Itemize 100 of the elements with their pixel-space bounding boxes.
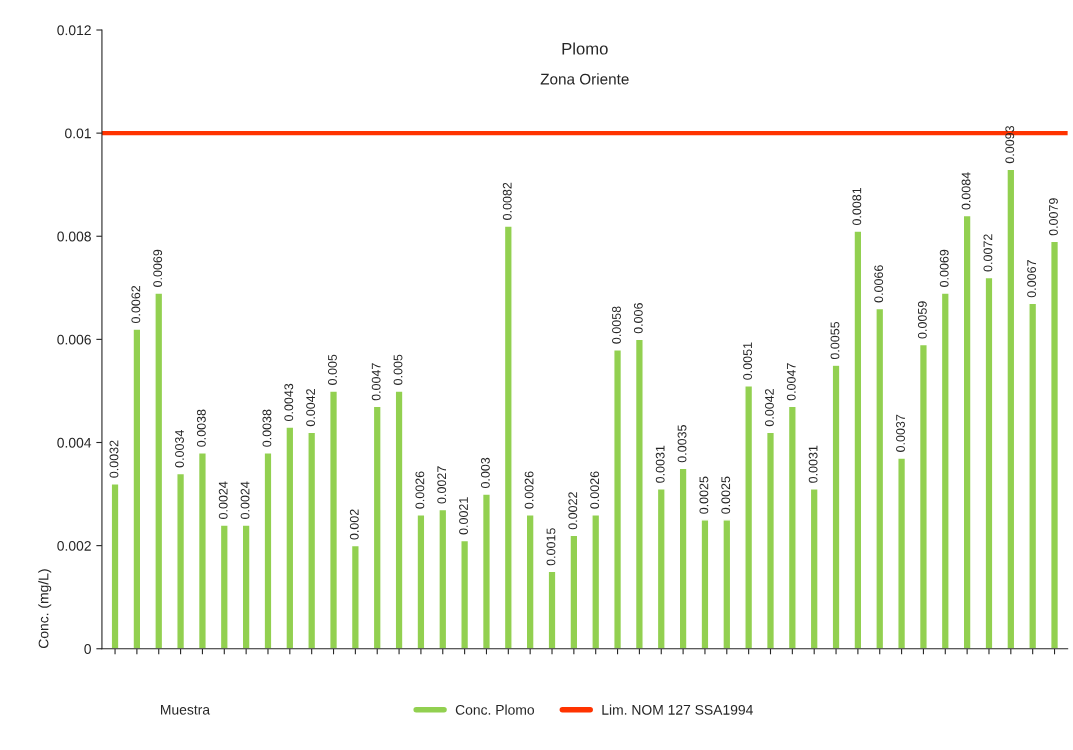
data-label: 0.006: [633, 303, 643, 334]
bar: [678, 467, 688, 649]
data-label: 0.0059: [917, 301, 927, 339]
bar: [831, 364, 841, 649]
bar: [569, 534, 579, 649]
bar: [787, 405, 797, 649]
data-label: 0.0058: [612, 306, 621, 344]
bar: [263, 452, 273, 649]
text: Plomo: [562, 42, 608, 55]
data-label: 0.005: [393, 354, 403, 385]
bar: [962, 214, 972, 649]
legend-label: Conc. Plomo: [455, 704, 535, 715]
bar: [110, 483, 120, 649]
bar: [591, 513, 601, 649]
y-tick-label: 0.008: [57, 231, 91, 242]
bar: [329, 390, 339, 649]
bar: [1028, 302, 1038, 649]
y-tick-label: 0.01: [65, 128, 91, 139]
data-label: 0.0038: [196, 409, 206, 447]
bar: [940, 292, 950, 649]
y-tick-label: 0.012: [57, 25, 91, 36]
bar: [547, 570, 557, 649]
data-label: 0.005: [328, 354, 337, 385]
bar: [481, 493, 491, 649]
bar: [1050, 240, 1060, 649]
data-label: 0.0072: [983, 234, 993, 272]
data-label: 0.0051: [743, 342, 752, 380]
bar: [634, 338, 644, 649]
bar: [132, 328, 142, 649]
data-label: 0.0067: [1027, 260, 1037, 298]
bar: [241, 524, 251, 649]
data-label: 0.002: [349, 509, 359, 540]
bar: [722, 519, 732, 649]
data-label: 0.0069: [153, 249, 163, 287]
bar: [438, 508, 448, 649]
data-label: 0.0066: [874, 265, 884, 303]
data-label: 0.0079: [1049, 198, 1058, 236]
data-label: 0.0055: [830, 321, 840, 360]
legend-label: Lim. NOM 127 SSA1994: [602, 704, 753, 715]
bar: [744, 385, 754, 649]
bar: [613, 348, 623, 649]
bar: [525, 513, 535, 649]
bar: [656, 488, 666, 649]
bar: [176, 472, 186, 649]
bar: [154, 292, 164, 649]
bar: [809, 488, 819, 649]
data-label: 0.0027: [437, 466, 447, 504]
data-label: 0.0047: [786, 363, 796, 401]
data-label: 0.0024: [240, 481, 250, 519]
bar: [394, 390, 404, 649]
bar: [350, 544, 360, 649]
bar: [372, 405, 382, 649]
y-tick-label: 0: [84, 644, 91, 654]
data-label: 0.0024: [218, 481, 228, 519]
bar: [853, 230, 863, 649]
bar: [460, 539, 470, 649]
bar: [285, 426, 295, 649]
data-label: 0.0047: [371, 363, 381, 401]
bar: [219, 524, 229, 649]
y-tick-label: 0.006: [57, 334, 91, 345]
bar: [700, 519, 710, 649]
bar: [897, 457, 907, 649]
data-label: 0.0031: [808, 445, 818, 483]
data-label: 0.0022: [568, 492, 578, 530]
data-label: 0.0034: [175, 430, 184, 468]
bar: [307, 431, 317, 649]
data-label: 0.0026: [590, 471, 600, 509]
bar: [875, 307, 885, 649]
data-label: 0.0069: [939, 249, 949, 287]
data-label: 0.0038: [262, 409, 272, 447]
data-label: 0.0043: [284, 383, 294, 421]
data-label: 0.0026: [524, 471, 534, 509]
bar: [1006, 168, 1016, 649]
data-label: 0.0093: [1005, 125, 1015, 164]
data-label: 0.0021: [459, 497, 468, 535]
data-label: 0.0084: [961, 172, 971, 210]
data-label: 0.0062: [131, 285, 141, 324]
text: Zona Oriente: [540, 73, 629, 85]
data-label: 0.0042: [765, 389, 774, 427]
y-tick-label: 0.002: [57, 540, 91, 551]
data-label: 0.0042: [306, 389, 316, 427]
data-label: 0.0032: [109, 440, 119, 478]
bar: [416, 513, 426, 649]
bar: [503, 225, 513, 649]
bar: [918, 343, 928, 649]
data-label: 0.0081: [852, 187, 862, 226]
data-label: 0.003: [480, 457, 490, 489]
data-label: 0.0035: [677, 425, 687, 463]
y-tick-label: 0.004: [57, 437, 92, 448]
x-axis-title: Muestra: [161, 704, 211, 715]
data-label: 0.0037: [896, 414, 905, 452]
bar: [197, 452, 207, 649]
bar: [984, 276, 994, 649]
data-label: 0.0026: [415, 471, 425, 509]
data-label: 0.0025: [699, 476, 709, 514]
data-label: 0.0015: [546, 528, 556, 566]
data-label: 0.0082: [502, 182, 512, 220]
data-label: 0.0025: [721, 476, 731, 514]
y-axis-title: Conc. (mg/L): [38, 569, 52, 649]
bar: [765, 431, 776, 649]
